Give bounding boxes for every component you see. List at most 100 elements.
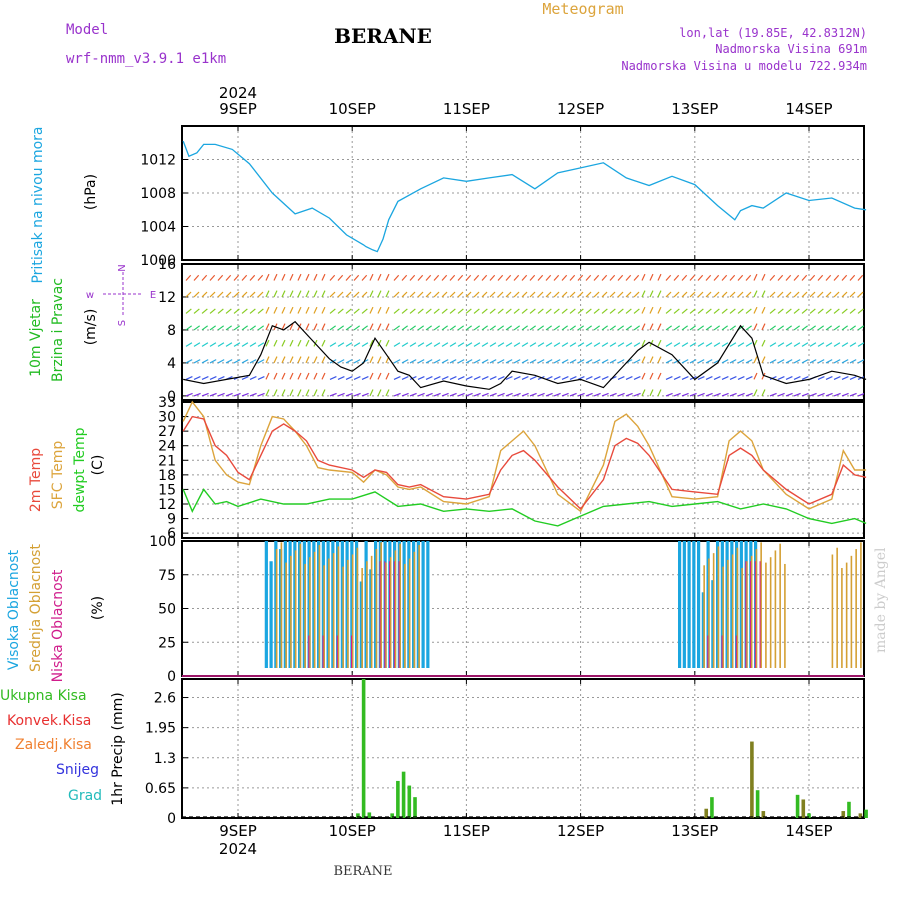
wind-arrow bbox=[673, 392, 681, 397]
wind-arrow bbox=[561, 359, 569, 364]
wind-arrows bbox=[185, 273, 864, 397]
cloud-high-bar bbox=[692, 541, 696, 668]
cloud-mid-bar bbox=[831, 554, 834, 668]
wind-arrow bbox=[625, 342, 633, 347]
wind-arrow bbox=[281, 372, 286, 380]
wind-arrow bbox=[505, 308, 512, 314]
wind-arrow bbox=[329, 392, 337, 397]
wind-arrow bbox=[209, 325, 217, 331]
wind-arrow bbox=[745, 342, 753, 347]
wind-arrow bbox=[801, 325, 809, 331]
wind-arrow bbox=[577, 325, 585, 331]
wind-arrow bbox=[713, 392, 721, 397]
wind-arrow bbox=[801, 308, 808, 314]
wind-arrow bbox=[841, 291, 848, 298]
wind-arrow bbox=[849, 342, 857, 347]
wind-arrow bbox=[345, 375, 353, 380]
day-label-top: 11SEP bbox=[443, 100, 490, 118]
wind-arrow bbox=[449, 392, 457, 397]
wind-arrow bbox=[625, 392, 633, 397]
wind-arrow bbox=[673, 375, 681, 380]
wind-arrow bbox=[385, 339, 390, 347]
wind-arrow bbox=[457, 308, 464, 314]
wind-arrow bbox=[529, 359, 537, 364]
wind-arrow bbox=[393, 274, 400, 281]
wind-arrow bbox=[513, 359, 521, 364]
wind-arrow bbox=[481, 291, 488, 298]
coords-label: lon,lat (19.85E, 42.8312N) bbox=[679, 26, 867, 40]
wind-arrow bbox=[433, 375, 441, 380]
wind-arrow bbox=[785, 359, 793, 364]
wind-arrow bbox=[465, 359, 473, 364]
day-label-bottom: 9SEP bbox=[219, 822, 257, 840]
cloud-mid-bar bbox=[413, 551, 416, 668]
wind-arrow bbox=[521, 274, 528, 281]
wind-arrow bbox=[409, 308, 416, 314]
watermark: made by Angel bbox=[873, 547, 889, 653]
cloud-mid-bar bbox=[370, 555, 373, 668]
wind-arrow bbox=[217, 392, 225, 397]
wind-arrow bbox=[185, 375, 193, 380]
wind-arrow bbox=[217, 291, 224, 298]
cloud-mid-bar bbox=[385, 562, 387, 668]
wind-arrow bbox=[489, 274, 496, 281]
wind-arrow bbox=[193, 392, 201, 397]
wind-arrow bbox=[529, 291, 536, 298]
footer-city: BERANE bbox=[333, 864, 392, 879]
ytick-label: 12 bbox=[158, 497, 176, 513]
wind-arrow bbox=[489, 392, 497, 397]
cloud-mid-bar bbox=[855, 549, 857, 668]
cloud-unit: (%) bbox=[90, 596, 106, 620]
wind-arrow bbox=[465, 291, 472, 298]
wind-arrow bbox=[705, 392, 713, 397]
wind-arrow bbox=[529, 342, 537, 347]
wind-arrow bbox=[297, 273, 302, 281]
wind-arrow bbox=[577, 274, 584, 281]
wind-arrow bbox=[329, 291, 336, 298]
wind-arrow bbox=[649, 389, 654, 397]
wind-arrow bbox=[801, 359, 809, 364]
wind-arrow bbox=[497, 325, 505, 331]
wind-arrow bbox=[569, 274, 576, 281]
cloud-mid-bar bbox=[845, 562, 848, 668]
wind-arrow bbox=[321, 389, 326, 397]
wind-arrow bbox=[729, 291, 736, 298]
wind-arrow bbox=[513, 308, 520, 314]
wind-arrow bbox=[361, 392, 369, 397]
wind-arrow bbox=[697, 291, 704, 298]
wind-arrow bbox=[793, 342, 801, 347]
wind-arrow bbox=[633, 291, 640, 298]
wind-arrow bbox=[313, 290, 318, 298]
wind-arrow bbox=[185, 359, 193, 364]
panels: 1004100810120481216691215182124273033025… bbox=[140, 100, 868, 840]
wind-arrow bbox=[769, 342, 777, 347]
wind-arrow bbox=[241, 308, 248, 314]
wind-arrow bbox=[553, 375, 561, 380]
wind-arrow bbox=[257, 325, 265, 331]
wind-arrow bbox=[265, 372, 270, 380]
wind-arrow bbox=[617, 274, 624, 281]
wind-arrow bbox=[353, 375, 361, 380]
wind-arrow bbox=[857, 342, 864, 347]
wind-arrow bbox=[521, 342, 529, 347]
cloud-mid-bar bbox=[755, 549, 758, 668]
wind-arrow bbox=[521, 359, 529, 364]
ytick-label: 16 bbox=[158, 257, 176, 273]
wind-arrow bbox=[553, 291, 560, 298]
wind-arrow bbox=[601, 375, 609, 380]
cloud-mid-bar bbox=[418, 545, 420, 668]
pressure-bottom-label: 1000 bbox=[140, 253, 176, 269]
wind-arrow bbox=[393, 392, 401, 397]
wind-arrow bbox=[321, 290, 326, 298]
wind-arrow bbox=[833, 291, 840, 298]
wind-arrow bbox=[825, 291, 832, 298]
wind-arrow bbox=[433, 325, 441, 331]
wind-arrow bbox=[833, 375, 841, 380]
wind-arrow bbox=[265, 306, 270, 314]
wind-arrow bbox=[601, 392, 609, 397]
dewpt-line bbox=[182, 488, 867, 527]
wind-arrow bbox=[337, 291, 344, 298]
cloud-mid-bar bbox=[712, 553, 715, 668]
precip-bar bbox=[396, 780, 400, 818]
wind-arrow bbox=[329, 342, 337, 347]
